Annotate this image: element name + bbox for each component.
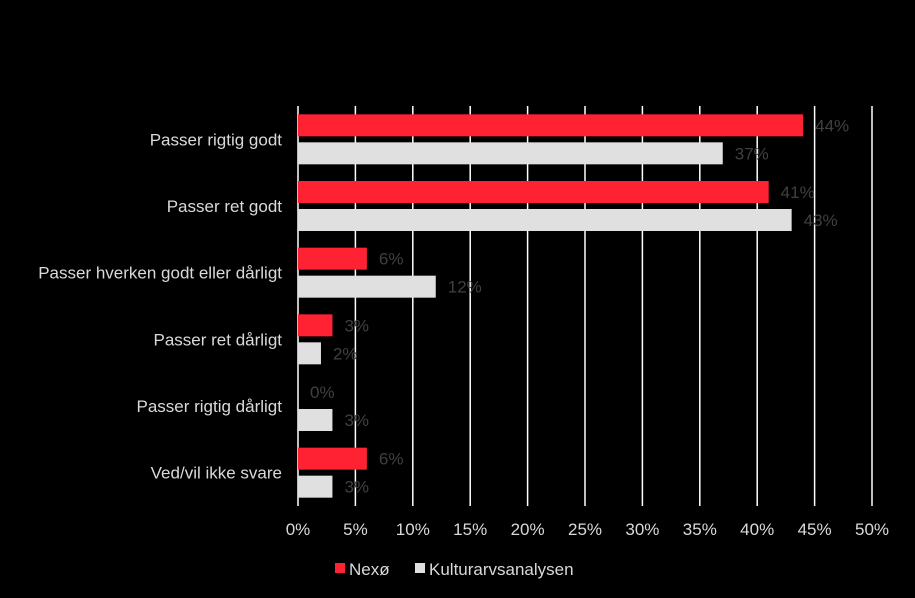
bar	[298, 209, 792, 231]
data-label: 12%	[448, 278, 482, 297]
bar	[298, 114, 804, 137]
category-labels: Passer rigtig godt Passer ret godt Passer …	[38, 130, 282, 482]
bar	[298, 475, 333, 498]
legend: Nexø Kulturarvsanalysen	[335, 560, 574, 579]
data-label: 2%	[333, 344, 358, 363]
category-label: Passer rigtig dårligt	[136, 397, 282, 416]
category-label: Passer ret godt	[167, 197, 283, 216]
bar	[298, 314, 333, 337]
x-tick-label: 15%	[453, 520, 487, 539]
bar	[298, 342, 321, 365]
category-label: Ved/vil ikke svare	[151, 464, 282, 483]
x-tick-label: 30%	[625, 520, 659, 539]
data-label: 43%	[804, 211, 838, 230]
data-label: 41%	[781, 183, 815, 202]
x-tick-label: 0%	[286, 520, 311, 539]
legend-swatch-kulturarvsanalysen	[415, 563, 425, 573]
data-label: 0%	[310, 383, 335, 402]
gridlines	[297, 106, 873, 506]
x-tick-label: 25%	[568, 520, 602, 539]
bar	[298, 409, 333, 431]
bars	[298, 114, 804, 498]
x-tick-label: 35%	[683, 520, 717, 539]
category-label: Passer rigtig godt	[150, 130, 283, 149]
bar	[298, 142, 723, 165]
bar	[298, 275, 436, 298]
bar	[298, 181, 769, 203]
data-label: 44%	[815, 116, 849, 135]
category-label: Passer ret dårligt	[154, 330, 283, 349]
category-label: Passer hverken godt eller dårligt	[38, 264, 282, 283]
data-label: 37%	[735, 144, 769, 163]
x-tick-label: 20%	[511, 520, 545, 539]
x-axis-ticks: 0% 5% 10% 15% 20% 25% 30% 35% 40% 45% 50%	[286, 520, 889, 539]
data-labels: 44% 37% 41% 43% 6% 12% 3% 2% 0% 3% 6% 3%	[310, 116, 849, 496]
bar	[298, 447, 367, 470]
legend-label-kulturarvsanalysen: Kulturarvsanalysen	[429, 560, 574, 579]
data-label: 6%	[379, 250, 404, 269]
x-tick-label: 5%	[343, 520, 368, 539]
bar	[298, 247, 367, 270]
legend-swatch-nexo	[335, 563, 345, 573]
x-tick-label: 45%	[798, 520, 832, 539]
data-label: 6%	[379, 450, 404, 469]
legend-label-nexo: Nexø	[349, 560, 390, 579]
x-tick-label: 10%	[396, 520, 430, 539]
data-label: 3%	[344, 316, 369, 335]
data-label: 3%	[344, 411, 369, 430]
x-tick-label: 40%	[740, 520, 774, 539]
x-tick-label: 50%	[855, 520, 889, 539]
data-label: 3%	[344, 478, 369, 497]
